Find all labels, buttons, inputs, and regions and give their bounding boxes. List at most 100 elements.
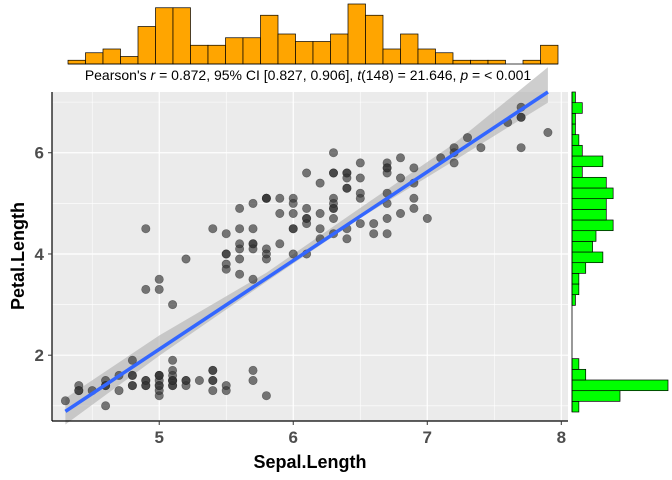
y-hist-bar	[571, 134, 580, 146]
scatter-point	[275, 209, 285, 219]
scatter-point	[369, 219, 379, 229]
scatter-point	[208, 224, 218, 234]
confidence-band	[65, 67, 548, 425]
scatter-point	[342, 234, 352, 244]
scatter-point	[235, 254, 245, 264]
y-hist-bar	[571, 390, 621, 402]
scatter-point	[476, 143, 486, 153]
y-hist-bar	[571, 198, 607, 210]
scatter-point	[516, 143, 526, 153]
y-hist-bar	[571, 144, 583, 157]
scatter-point	[342, 173, 352, 183]
scatter-point	[409, 193, 419, 203]
scatter-point	[288, 198, 298, 208]
y-hist-bar	[571, 155, 604, 168]
scatter-points	[60, 102, 553, 411]
stats-subtitle: Pearson's r = 0.872, 95% CI [0.827, 0.90…	[85, 67, 532, 83]
y-hist-bar	[571, 358, 580, 370]
x-hist-bar	[260, 14, 279, 65]
y-hist-bar	[571, 166, 583, 178]
scatter-point	[462, 133, 472, 143]
y-hist-bar	[571, 112, 576, 125]
scatter-point	[355, 188, 365, 198]
scatter-point	[355, 219, 365, 229]
subtitle-p-symbol: p	[459, 67, 468, 83]
scatter-point	[395, 209, 405, 219]
scatter-point	[181, 254, 191, 264]
scatter-point	[221, 386, 231, 396]
y-hist-bar	[571, 123, 576, 136]
y-tick-label: 6	[35, 144, 44, 163]
x-hist-bar	[417, 48, 436, 65]
y-hist-bar	[571, 294, 576, 306]
scatter-point	[302, 168, 312, 178]
y-hist-bar	[571, 230, 597, 242]
scatter-point	[382, 229, 392, 239]
y-marginal-histogram	[571, 91, 669, 413]
scatter-point	[208, 375, 218, 385]
scatter-point	[221, 229, 231, 239]
scatter-point	[235, 203, 245, 213]
x-hist-bar	[120, 56, 139, 65]
y-hist-bar	[571, 368, 587, 381]
scatter-point	[248, 198, 258, 208]
subtitle-t-symbol: t	[357, 67, 362, 83]
scatter-point	[288, 209, 298, 219]
scatter-point	[60, 396, 70, 406]
scatter-point	[275, 239, 285, 249]
scatter-point	[409, 203, 419, 213]
scatter-point	[315, 209, 325, 219]
scatter-point	[382, 214, 392, 224]
subtitle-r-symbol: r	[151, 67, 157, 83]
y-hist-bar	[571, 283, 580, 296]
scatter-point	[543, 128, 553, 138]
scatter-point	[355, 158, 365, 168]
subtitle-part-1: Pearson's	[85, 67, 151, 83]
x-hist-bar	[155, 7, 174, 65]
scatter-point	[235, 239, 245, 249]
y-hist-bar	[571, 91, 576, 104]
scatter-point	[74, 386, 84, 396]
x-tick-label: 7	[423, 428, 432, 447]
scatter-point	[208, 365, 218, 375]
x-hist-bar	[137, 26, 156, 65]
scatter-point	[248, 224, 258, 234]
scatter-point	[355, 173, 365, 183]
scatter-point	[261, 249, 271, 259]
tick-labels: 5 6 7 8 2 4 6	[35, 144, 567, 447]
scatter-point	[208, 386, 218, 396]
scatter-point	[409, 163, 419, 173]
y-hist-bar	[571, 272, 580, 285]
x-hist-bar	[470, 59, 489, 65]
x-hist-bar	[330, 33, 349, 65]
y-tick-label: 4	[35, 245, 45, 264]
scatter-point	[275, 193, 285, 203]
scatter-point	[449, 158, 459, 168]
scatter-point	[154, 381, 164, 391]
x-hist-bar	[365, 14, 384, 65]
scatter-point	[221, 249, 231, 259]
y-hist-bar	[571, 379, 669, 392]
x-hist-bar	[452, 59, 471, 65]
x-hist-bar	[435, 52, 454, 65]
y-hist-bar	[571, 102, 583, 114]
scatter-point	[101, 401, 111, 411]
x-hist-bar	[382, 48, 401, 65]
y-hist-bar	[571, 208, 607, 221]
scatter-point	[422, 214, 432, 224]
scatter-point	[221, 264, 231, 274]
x-hist-bar	[190, 44, 209, 65]
scatter-point	[261, 391, 271, 401]
x-tick-label: 6	[289, 428, 298, 447]
x-hist-bar	[295, 41, 314, 65]
x-tick-label: 8	[557, 428, 566, 447]
scatter-point	[168, 300, 178, 310]
scatter-point	[248, 244, 258, 254]
regression-line	[64, 90, 549, 413]
scatter-point	[248, 365, 258, 375]
scatter-point	[114, 386, 124, 396]
axes	[51, 92, 568, 422]
scatter-point	[248, 274, 258, 284]
x-hist-bar	[172, 7, 191, 65]
subtitle-part-4: = < 0.001	[468, 67, 531, 83]
